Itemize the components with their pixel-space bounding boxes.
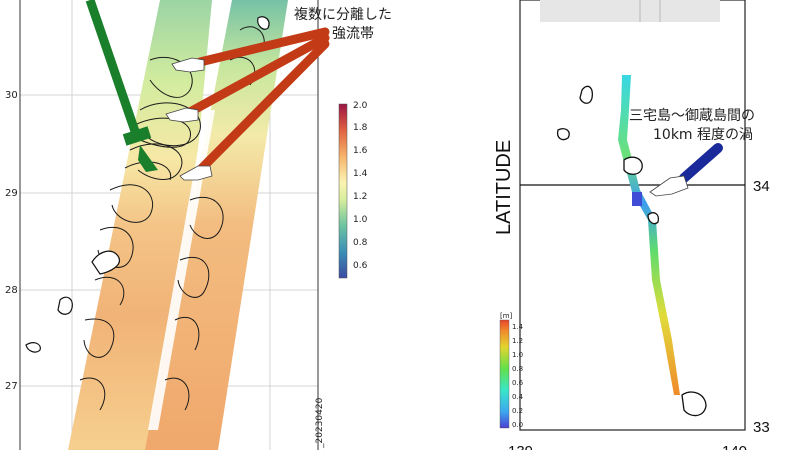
eddy-annotation-line1: 三宅島～御蔵島間の	[629, 108, 755, 124]
swath-gap	[148, 110, 215, 430]
cb-tick: 1.0	[353, 215, 368, 225]
right-islands	[556, 85, 707, 417]
left-panel: 30 29 28 27 _20230420 2.0 1.8 1.6 1.4 1.…	[5, 0, 392, 450]
altimetry-track	[618, 75, 680, 395]
cb-tick: 1.6	[353, 146, 368, 156]
cb-tick: 0.4	[512, 393, 524, 401]
blue-arrow	[649, 143, 723, 197]
left-colorbar-ticks: 2.0 1.8 1.6 1.4 1.2 1.0 0.8 0.6	[353, 101, 368, 271]
left-islands	[25, 16, 270, 353]
cb-tick: 0.8	[512, 365, 523, 373]
contour-lines	[79, 26, 265, 411]
left-lat-tick: 29	[5, 188, 18, 199]
cb-tick: 0.6	[512, 379, 524, 387]
left-lat-tick: 27	[5, 381, 18, 392]
date-label: _20230420	[315, 397, 325, 449]
right-lon-tick: 139	[508, 443, 533, 450]
right-panel: 三宅島～御蔵島間の 10km 程度の渦 LATITUDE 34 33 139 1…	[493, 0, 770, 450]
right-lat-tick: 34	[753, 178, 770, 195]
cb-tick: 0.2	[512, 407, 523, 415]
right-lon-tick: 140	[722, 443, 747, 450]
split-current-annotation-line1: 複数に分離した	[294, 6, 392, 23]
red-arrows	[185, 27, 330, 175]
left-lat-tick: 28	[5, 285, 18, 296]
pointing-hand-icon	[165, 57, 213, 181]
right-plot-frame	[519, 0, 746, 431]
cb-tick: 1.8	[353, 123, 368, 133]
cb-tick: 0.0	[512, 421, 523, 429]
eddy-annotation-line2: 10km 程度の渦	[653, 127, 753, 143]
right-colorbar	[499, 319, 510, 429]
pointing-hand-icon	[649, 175, 689, 197]
right-lat-tick: 33	[753, 419, 770, 436]
cb-tick: 2.0	[353, 101, 368, 111]
cb-tick: 1.2	[512, 337, 523, 345]
right-colorbar-ticks: 1.4 1.2 1.0 0.8 0.6 0.4 0.2 0.0	[512, 323, 524, 429]
top-shade	[540, 0, 720, 22]
cb-tick: 1.4	[353, 169, 368, 179]
left-colorbar	[338, 103, 348, 279]
green-arrow	[85, 0, 158, 172]
cb-tick: 1.2	[353, 192, 367, 202]
cb-tick: 0.8	[353, 238, 368, 248]
cb-tick: 0.6	[353, 261, 368, 271]
cb-tick: 1.4	[512, 323, 524, 331]
right-colorbar-unit: [m]	[500, 312, 513, 320]
eddy-low-cells	[632, 192, 642, 206]
left-lat-tick: 30	[5, 90, 18, 101]
y-axis-label: LATITUDE	[493, 140, 515, 235]
cb-tick: 1.0	[512, 351, 523, 359]
split-current-annotation-line2: 強流帯	[332, 26, 374, 42]
